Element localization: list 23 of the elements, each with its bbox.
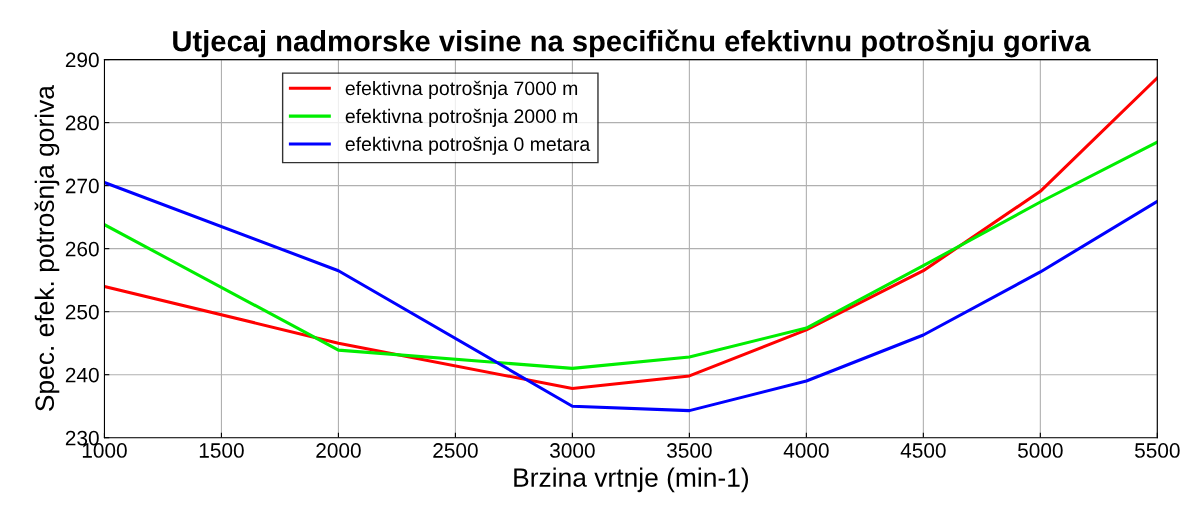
x-tick-label: 4000 [783,443,829,458]
y-tick-label: 270 [65,178,99,194]
x-tick-label: 2500 [433,443,478,458]
y-axis-title: Spec. efek. potrošnja goriva [34,85,60,411]
y-tick-label: 280 [65,115,99,131]
x-tick-label: 3500 [667,443,712,458]
y-tick-label: 260 [65,241,99,257]
legend-label: efektivna potrošnja 2000 m [345,108,578,127]
y-tick-label: 240 [65,367,99,383]
y-tick-label: 250 [65,304,99,320]
x-tick-label: 1500 [199,443,244,458]
x-tick-label: 3000 [550,443,595,458]
x-tick-label: 5500 [1134,443,1180,458]
x-axis-title: Brzina vrtnje (min-1) [514,467,749,493]
x-tick-label: 5000 [1018,443,1063,458]
legend-label: efektivna potrošnja 0 metara [345,136,591,155]
chart-title: Utjecaj nadmorske visine na specifičnu efektivnu potrošnju goriva [173,29,1091,58]
x-tick-label: 4500 [900,443,946,458]
line-series [104,76,1158,391]
x-tick-label: 2000 [316,443,361,458]
legend-label: efektivna potrošnja 7000 m [345,80,578,100]
line-series [104,180,1158,413]
y-tick-label: 290 [65,52,99,68]
